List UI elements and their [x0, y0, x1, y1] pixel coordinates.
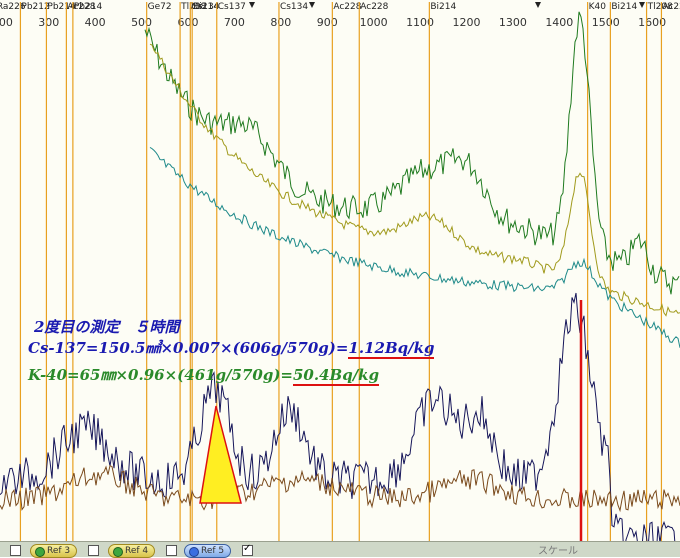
nuclide-label: Ge72	[148, 2, 172, 12]
axis-tick-label: 400	[85, 16, 106, 29]
ref-3-button[interactable]: Ref 3	[30, 544, 78, 558]
axis-tick-label: 1500	[592, 16, 620, 29]
axis-tick-label: 1300	[499, 16, 527, 29]
top-marker-icon	[639, 2, 645, 8]
status-text: スケール	[538, 546, 578, 557]
ref-4-checkbox[interactable]	[166, 545, 177, 556]
axis-tick-label: 900	[317, 16, 338, 29]
k40-formula: K-40=65㎜×0.96×(461g/570g)=	[28, 366, 293, 384]
ref-5-button[interactable]: Ref 5	[184, 544, 232, 558]
axis-tick-label: 1000	[360, 16, 388, 29]
axis-tick-label: 1200	[452, 16, 480, 29]
axis-band	[0, 0, 680, 30]
nuclide-label: Ac228	[662, 2, 680, 12]
ref-5-checkbox[interactable]	[242, 543, 253, 556]
k40-result: 50.4Bq/kg	[293, 366, 380, 386]
nuclide-label: Ac228	[67, 2, 95, 12]
nuclide-label: Ac228	[333, 2, 361, 12]
nuclide-label: Bi214	[611, 2, 637, 12]
nuclide-label: Bi214	[430, 2, 456, 12]
nuclide-label: Tl208	[647, 2, 673, 12]
axis-tick-label: 1600	[638, 16, 666, 29]
axis-tick-label: 300	[38, 16, 59, 29]
nuclide-label: Pb212	[21, 2, 49, 12]
k40-calculation: K-40=65㎜×0.96×(461g/570g)=50.4Bq/kg	[28, 364, 380, 386]
ref-3-checkbox[interactable]	[88, 545, 99, 556]
nuclide-label: Ra226	[0, 2, 26, 12]
trace-navy	[0, 292, 676, 541]
top-marker-icon	[249, 2, 255, 8]
nuclide-label: Cs134	[280, 2, 308, 12]
ref-2-checkbox[interactable]	[10, 545, 21, 556]
measurement-title: 2度目の測定 ５時間	[34, 318, 180, 336]
status-bar: Ref 3 Ref 4 Ref 5 スケール	[0, 541, 680, 558]
nuclide-label: Tl208	[180, 2, 206, 12]
spectrum-viewer[interactable]: 200 300 400 500 600 700 800 900 1000 1100 1200 1300…	[0, 0, 680, 541]
trace-teal	[149, 146, 680, 348]
axis-tick-label: 1100	[406, 16, 434, 29]
axis-tick-label: 600	[177, 16, 198, 29]
trace-olive	[149, 43, 680, 317]
top-marker-icon	[309, 2, 315, 8]
spectrum-plot[interactable]: 200 300 400 500 600 700 800 900 1000 1100 1200 1300…	[0, 0, 680, 541]
axis-tick-label: 200	[0, 16, 13, 29]
cs137-peak-area	[199, 405, 242, 504]
cs137-calculation: Cs-137=150.5㎣×0.007×(606g/570g)=1.12Bq/k…	[28, 337, 435, 359]
nuclide-label: Ac228	[360, 2, 388, 12]
cs137-result: 1.12Bq/kg	[348, 339, 435, 359]
axis-tick-label: 700	[224, 16, 245, 29]
axis-tick-label: 1400	[545, 16, 573, 29]
axis-tick-label: 800	[270, 16, 291, 29]
axis-tick-label: 500	[131, 16, 152, 29]
nuclide-label: Bi214	[193, 2, 219, 12]
trace-brown	[0, 464, 680, 513]
nuclide-label: Cs134	[191, 2, 219, 12]
nuclide-label: K40	[589, 2, 607, 12]
trace-green	[144, 11, 680, 295]
nuclide-label: Pb214	[47, 2, 76, 12]
nuclide-label: Pb214	[74, 2, 103, 12]
nuclide-label: Cs137	[218, 2, 246, 12]
cs137-formula: Cs-137=150.5㎣×0.007×(606g/570g)=	[28, 339, 349, 357]
top-marker-icon	[535, 2, 541, 8]
